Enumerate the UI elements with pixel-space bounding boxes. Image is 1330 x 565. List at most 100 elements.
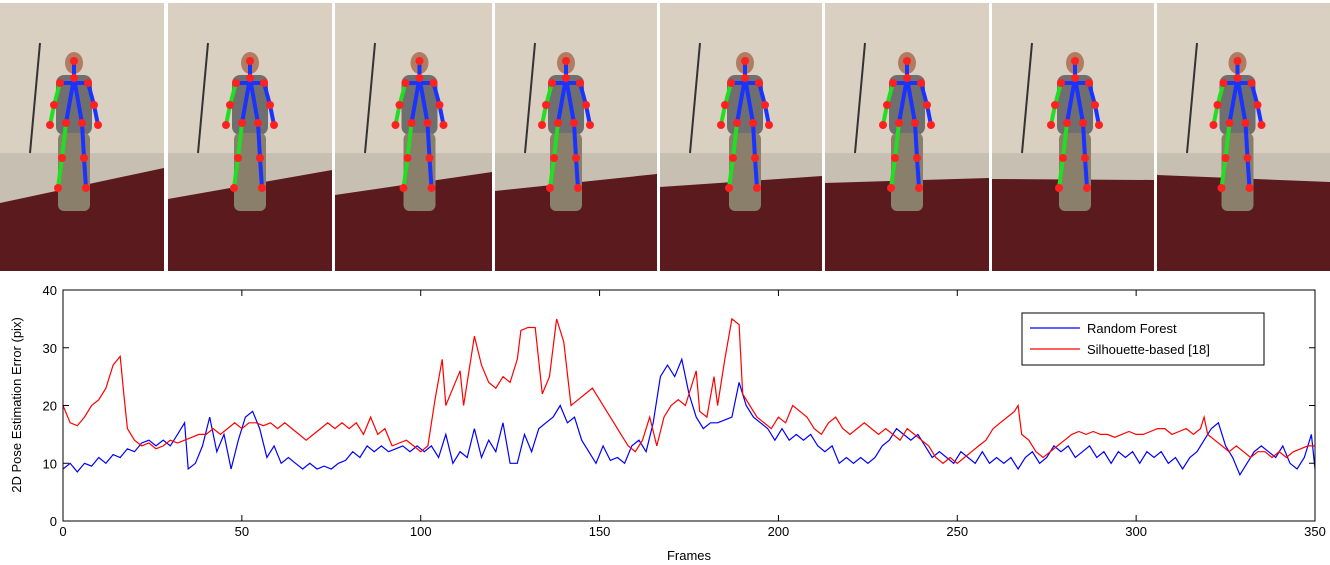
skeleton-joint (755, 79, 763, 87)
video-frame-strip (0, 0, 1330, 272)
x-tick-label: 300 (1125, 524, 1147, 539)
x-tick-label: 250 (946, 524, 968, 539)
series-layer (62, 317, 1316, 477)
skeleton-joint (439, 121, 448, 129)
skeleton-bone (60, 122, 68, 159)
skeleton-joint (230, 184, 238, 192)
skeleton-joint (1213, 101, 1222, 109)
skeleton-joint (415, 57, 424, 65)
skeleton-bone (753, 157, 759, 189)
skeleton-joint (246, 57, 254, 65)
skeleton-joint (1245, 184, 1254, 192)
skeleton-joint (717, 121, 725, 129)
skeleton-bone (735, 77, 747, 124)
skeleton-bone (731, 122, 739, 159)
y-tick-label: 40 (43, 283, 57, 298)
skeleton-joint (548, 79, 556, 87)
skeleton-joint (891, 154, 899, 162)
skeleton-joint (889, 79, 897, 87)
skeleton-bone (913, 122, 919, 159)
skeleton-joint (721, 101, 729, 109)
skeleton-joint (917, 79, 925, 87)
skeleton-joint (765, 121, 773, 129)
x-axis-label: Frames (667, 548, 712, 563)
skeleton-bone (1073, 77, 1085, 124)
skeleton-joint (883, 101, 891, 109)
skeleton-joint (94, 121, 102, 129)
skeleton-joint (733, 119, 741, 127)
skeleton-joint (234, 154, 242, 162)
skeleton-bone (893, 122, 901, 159)
skeleton-joint (582, 101, 590, 109)
skeleton-joint (50, 101, 58, 109)
skeleton-joint (54, 184, 62, 192)
skeleton-bone (72, 77, 84, 124)
skeleton-joint (550, 154, 558, 162)
skeleton-bone (889, 157, 897, 189)
skeleton-bone (1065, 77, 1077, 124)
skeleton-joint (1233, 57, 1242, 65)
skeleton-bone (248, 77, 260, 124)
skeleton-joint (749, 119, 757, 127)
y-axis-label: 2D Pose Estimation Error (pix) (9, 317, 24, 493)
skeleton-joint (895, 119, 903, 127)
tripod (29, 42, 41, 154)
skeleton-joint (415, 74, 424, 82)
skeleton-bone (1227, 77, 1240, 124)
skeleton-joint (554, 119, 562, 127)
skeleton-joint (222, 121, 230, 129)
x-tick-label: 200 (768, 524, 790, 539)
carpet (335, 172, 492, 271)
legend-entry: Silhouette-based [18] (1087, 342, 1210, 357)
carpet (825, 178, 989, 271)
skeleton-joint (391, 121, 400, 129)
skeleton-bone (751, 122, 757, 159)
skeleton-joint (729, 154, 737, 162)
skeleton-joint (78, 119, 86, 127)
skeleton-bone (425, 122, 432, 159)
tripod (854, 42, 866, 154)
x-tick-label: 150 (589, 524, 611, 539)
skeleton-bone (232, 157, 240, 189)
skeleton-joint (1059, 154, 1067, 162)
tripod (197, 42, 209, 154)
axis-layer: 0 50 100 150 200 250 300 350 0 10 20 30 40 (43, 283, 1326, 539)
tripod (1186, 42, 1198, 154)
skeleton-joint (1219, 79, 1228, 87)
skeleton-joint (70, 57, 78, 65)
skeleton-joint (226, 101, 234, 109)
skeleton-joint (1071, 57, 1079, 65)
skeleton-bone (417, 77, 430, 124)
skeleton-joint (429, 79, 438, 87)
skeleton-joint (1241, 119, 1250, 127)
skeleton-joint (401, 79, 410, 87)
skeleton-joint (572, 154, 580, 162)
x-tick-label: 0 (59, 524, 66, 539)
video-frame (335, 3, 492, 271)
skeleton-joint (258, 184, 266, 192)
skeleton-joint (399, 184, 408, 192)
tripod (689, 42, 701, 154)
skeleton-bone (564, 77, 576, 124)
skeleton-joint (1225, 119, 1234, 127)
skeleton-joint (403, 154, 412, 162)
y-tick-label: 30 (43, 341, 57, 356)
skeleton-joint (1079, 119, 1087, 127)
y-tick-label: 20 (43, 399, 57, 414)
skeleton-joint (1253, 101, 1262, 109)
tripod (364, 42, 376, 154)
legend-box (1021, 312, 1265, 366)
skeleton-joint (395, 101, 404, 109)
skeleton-bone (1223, 122, 1232, 159)
x-tick-label: 100 (410, 524, 432, 539)
skeleton-joint (80, 154, 88, 162)
skeleton-bone (256, 122, 262, 159)
skeleton-bone (556, 77, 568, 124)
skeleton-joint (1243, 154, 1252, 162)
skeleton-joint (1057, 79, 1065, 87)
skeleton-bone (897, 77, 909, 124)
skeleton-joint (70, 74, 78, 82)
skeleton-joint (423, 119, 432, 127)
skeleton-bone (1083, 157, 1089, 189)
skeleton-joint (751, 154, 759, 162)
